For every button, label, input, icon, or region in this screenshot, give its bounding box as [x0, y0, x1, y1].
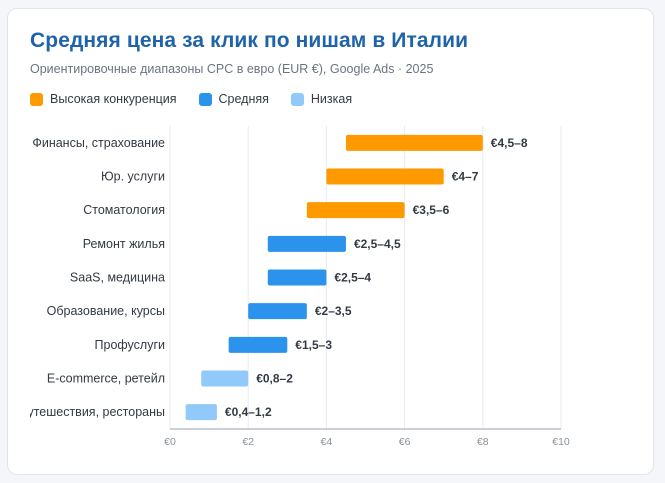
category-labels: Финансы, страхование Юр. услуги Стоматолог… [18, 136, 165, 419]
category-label-8: Путешествия, рестораны [18, 405, 165, 419]
category-label-0: Финансы, страхование [32, 136, 165, 150]
value-label-0: €4,5–8 [491, 136, 528, 150]
range-bar-0 [345, 134, 483, 151]
value-label-1: €4–7 [452, 170, 479, 184]
legend-item-high: Высокая конкуренция [30, 92, 177, 106]
range-bar-6 [228, 336, 288, 353]
value-label-6: €1,5–3 [295, 338, 332, 352]
range-bar-3 [267, 235, 346, 252]
legend-label-low: Низкая [310, 92, 353, 106]
legend-swatch-low [290, 92, 304, 106]
category-label-6: Профуслуги [95, 338, 165, 352]
range-bar-chart: €0 €2 €4 €6 €8 €10 Финансы, страхование Юр. усл… [18, 126, 570, 448]
range-bar-1 [326, 168, 444, 185]
category-label-2: Стоматология [83, 203, 165, 217]
value-label-7: €0,8–2 [256, 372, 293, 386]
category-label-5: Образование, курсы [47, 304, 165, 318]
x-tick-label-4: €8 [477, 436, 489, 448]
chart-subtitle: Ориентировочные диапазоны CPC в евро (EU… [30, 62, 434, 76]
legend-label-high: Высокая конкуренция [50, 92, 177, 106]
x-tick-label-2: €4 [321, 436, 333, 448]
range-bar-8 [185, 404, 217, 421]
range-bar-5 [248, 303, 307, 320]
category-label-3: Ремонт жилья [83, 237, 165, 251]
category-label-7: E-commerce, ретейл [47, 372, 165, 386]
chart-legend: Высокая конкуренция Средняя Низкая [30, 92, 352, 106]
legend-swatch-medium [198, 92, 212, 106]
value-label-8: €0,4–1,2 [225, 405, 272, 419]
value-label-3: €2,5–4,5 [354, 237, 401, 251]
chart-card: Средняя цена за клик по нишам в Италии О… [7, 8, 654, 475]
range-bar-7 [201, 370, 249, 387]
value-label-5: €2–3,5 [315, 304, 352, 318]
value-label-2: €3,5–6 [413, 203, 450, 217]
legend-item-low: Низкая [290, 92, 353, 106]
value-label-4: €2,5–4 [334, 271, 371, 285]
legend-label-medium: Средняя [218, 92, 269, 106]
category-label-1: Юр. услуги [101, 170, 165, 184]
x-tick-label-5: €10 [552, 436, 570, 448]
x-tick-label-1: €2 [242, 436, 254, 448]
range-bar-4 [267, 269, 327, 286]
legend-item-medium: Средняя [198, 92, 269, 106]
chart-title: Средняя цена за клик по нишам в Италии [30, 29, 469, 52]
category-label-4: SaaS, медицина [70, 271, 165, 285]
range-bar-2 [306, 202, 405, 219]
x-tick-label-0: €0 [164, 436, 176, 448]
x-tick-label-3: €6 [399, 436, 411, 448]
legend-swatch-high [30, 92, 43, 106]
